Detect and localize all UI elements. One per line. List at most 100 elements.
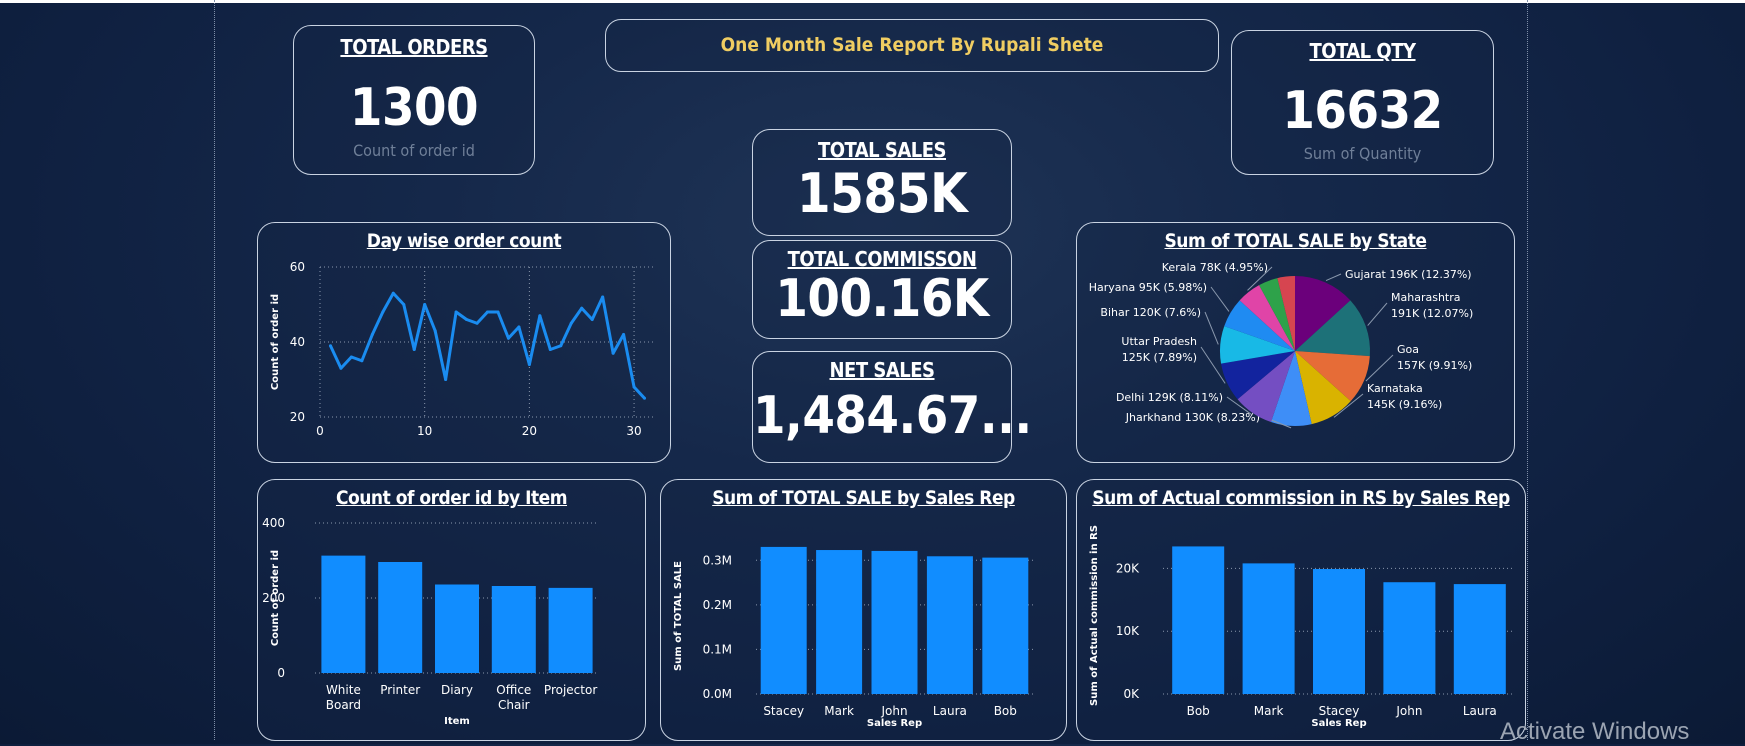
y-tick-label: 0.0M xyxy=(703,687,732,701)
pie-slice xyxy=(1221,351,1295,400)
bar xyxy=(1242,563,1295,694)
line-point xyxy=(370,333,374,336)
line-point xyxy=(569,321,573,325)
line-point xyxy=(601,295,605,299)
bar xyxy=(491,586,536,673)
x-tick-label: White xyxy=(326,683,361,697)
pie-leader-line xyxy=(1365,354,1394,382)
y-axis-label: Count of order id xyxy=(270,294,281,390)
x-tick-label: Printer xyxy=(380,683,420,697)
y-tick-label: 400 xyxy=(262,516,285,530)
x-tick-label: 30 xyxy=(626,424,641,438)
day-wise-chart-card[interactable]: Day wise order count 20 40 60 0 10 20 30 Count … xyxy=(257,222,671,463)
y-tick-label: 0 xyxy=(277,666,285,680)
x-tick-label: Office xyxy=(496,683,531,697)
commission-by-rep-chart-card[interactable]: Sum of Actual commission in RS by Sales … xyxy=(1076,479,1526,741)
kpi-total-commission-card[interactable]: TOTAL COMMISSON 100.16K xyxy=(752,240,1012,339)
y-tick-label: 60 xyxy=(290,260,305,274)
line-point xyxy=(433,329,437,333)
line-point xyxy=(486,310,489,314)
pie-data-label: 125K (7.89%) xyxy=(1122,351,1197,364)
line-point xyxy=(349,355,353,359)
x-tick-label: Stacey xyxy=(763,704,804,718)
kpi-total-qty-card[interactable]: TOTAL QTY 16632 Sum of Quantity xyxy=(1231,30,1494,175)
pie-slice xyxy=(1220,326,1295,364)
x-axis-label: Item xyxy=(444,716,470,727)
report-title: One Month Sale Report By Rupali Shete xyxy=(720,34,1104,56)
commission-by-rep-chart-title: Sum of Actual commission in RS by Sales … xyxy=(1092,487,1510,509)
commission-by-rep-bar-chart[interactable]: 0K 10K 20K Sum of Actual commission in RS Bo… xyxy=(1077,480,1525,740)
x-tick-label: John xyxy=(880,704,907,718)
pie-leader-line xyxy=(1333,393,1364,418)
kpi-total-orders-title: TOTAL ORDERS xyxy=(340,35,488,59)
x-tick-label: John xyxy=(1395,704,1422,718)
y-tick-label: 0K xyxy=(1123,687,1140,701)
line-point xyxy=(517,325,521,329)
pie-slice xyxy=(1239,285,1295,351)
x-tick-label: Bob xyxy=(1187,704,1210,718)
pie-data-label: 157K (9.91%) xyxy=(1397,359,1472,372)
kpi-total-orders-card[interactable]: TOTAL ORDERS 1300 Count of order id xyxy=(293,25,535,175)
sale-by-rep-chart-title: Sum of TOTAL SALE by Sales Rep xyxy=(712,487,1015,509)
bar xyxy=(548,587,593,673)
pie-slice xyxy=(1295,300,1370,357)
line-point xyxy=(632,385,636,389)
pie-data-label: Goa xyxy=(1397,343,1419,356)
top-border-line xyxy=(0,0,1745,3)
pie-data-label: Uttar Pradesh xyxy=(1121,335,1197,348)
y-tick-label: 0.2M xyxy=(703,598,732,612)
pie-data-label: Haryana 95K (5.98%) xyxy=(1089,281,1207,294)
pie-data-label: Delhi 129K (8.11%) xyxy=(1116,391,1223,404)
line-point xyxy=(548,348,552,351)
kpi-total-sales-card[interactable]: TOTAL SALES 1585K xyxy=(752,129,1012,236)
report-title-card: One Month Sale Report By Rupali Shete xyxy=(605,19,1219,72)
sale-by-rep-bar-chart[interactable]: 0.0M 0.1M 0.2M 0.3M Sum of TOTAL SALE Stacey M… xyxy=(661,480,1066,740)
line-point xyxy=(444,378,448,381)
line-point xyxy=(328,344,332,348)
pie-slice xyxy=(1295,351,1370,402)
line-point xyxy=(622,333,626,336)
line-point xyxy=(559,344,563,348)
pie-data-label: Kerala 78K (4.95%) xyxy=(1162,261,1268,274)
line-point xyxy=(381,310,385,314)
pie-data-label: Gujarat 196K (12.37%) xyxy=(1345,268,1472,281)
kpi-total-commission-title: TOTAL COMMISSON xyxy=(787,247,977,271)
x-tick-label: Laura xyxy=(933,704,967,718)
item-bar-chart-card[interactable]: Count of order id by Item 0 200 400 Count o… xyxy=(257,479,646,741)
y-tick-label: 40 xyxy=(290,335,305,349)
line-series xyxy=(329,291,646,400)
bar xyxy=(1172,546,1225,694)
bar xyxy=(760,546,807,694)
day-wise-line-chart[interactable]: 20 40 60 0 10 20 30 Count of order id xyxy=(258,223,670,462)
kpi-total-qty-subtitle: Sum of Quantity xyxy=(1303,144,1422,163)
y-tick-label: 10K xyxy=(1116,624,1140,638)
x-tick-label: Diary xyxy=(441,683,473,697)
line-point xyxy=(496,310,500,314)
y-tick-label: 20 xyxy=(290,410,305,424)
kpi-total-qty-title: TOTAL QTY xyxy=(1309,39,1416,63)
bar xyxy=(378,562,423,673)
sale-by-rep-chart-card[interactable]: Sum of TOTAL SALE by Sales Rep 0.0M 0.1M 0… xyxy=(660,479,1067,741)
kpi-total-orders-value: 1300 xyxy=(349,78,479,138)
pie-data-label: Bihar 120K (7.6%) xyxy=(1100,306,1201,319)
pie-slice xyxy=(1277,276,1295,351)
kpi-total-sales-value: 1585K xyxy=(796,162,968,225)
x-tick-label: Board xyxy=(326,698,361,712)
pie-leader-line xyxy=(1325,273,1342,281)
bar xyxy=(926,556,973,694)
state-pie-chart-card[interactable]: Sum of TOTAL SALE by State Gujarat 196K … xyxy=(1076,222,1515,463)
bar xyxy=(1383,582,1436,694)
pie-leader-line xyxy=(1367,302,1388,326)
line-point xyxy=(360,359,364,363)
x-tick-label: Chair xyxy=(498,698,530,712)
x-tick-label: 10 xyxy=(417,424,432,438)
pie-data-label: Maharashtra xyxy=(1391,291,1461,304)
state-pie-chart[interactable]: Gujarat 196K (12.37%) Maharashtra 191K (12… xyxy=(1077,223,1514,462)
pie-data-label: 145K (9.16%) xyxy=(1367,398,1442,411)
activate-windows-watermark: Activate Windows xyxy=(1500,718,1690,745)
kpi-net-sales-card[interactable]: NET SALES 1,484.67... xyxy=(752,351,1032,463)
bar xyxy=(816,550,863,694)
x-axis-label: Sales Rep xyxy=(1311,718,1366,729)
pie-data-label: Jharkhand 130K (8.23%) xyxy=(1125,411,1260,424)
